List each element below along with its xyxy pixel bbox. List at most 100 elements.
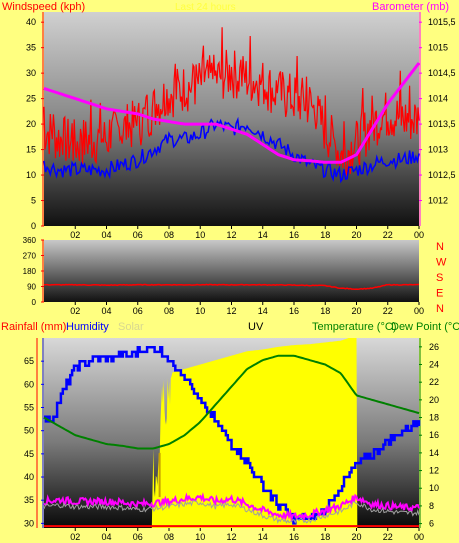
y-right-tick-label: 8 xyxy=(429,501,434,511)
panel-wind-dir-bg xyxy=(44,240,419,302)
humidity-label: Humidity xyxy=(66,321,109,333)
x-tick-label: 00 xyxy=(414,230,424,240)
series-wind-gust xyxy=(43,27,420,177)
x-tick-label: 14 xyxy=(258,306,268,316)
x-tick-label: 08 xyxy=(164,230,174,240)
y-left-tick-label: 55 xyxy=(24,403,34,413)
y-right-tick-label: 1014 xyxy=(428,94,448,104)
y-left-tick-label: 5 xyxy=(31,196,36,206)
x-tick-label: 06 xyxy=(133,306,143,316)
y-right-tick-label: 16 xyxy=(429,430,439,440)
panel-wind-baro: 02 04 06 08 10 12 14 16 18 20 22 000510152025303540… xyxy=(26,12,456,240)
series-companion xyxy=(43,500,420,524)
y-left-tick-label: 65 xyxy=(24,356,34,366)
y-right-tick-label: 12 xyxy=(429,466,439,476)
y-left-tick-label: 35 xyxy=(26,43,36,53)
x-tick-label: 08 xyxy=(164,306,174,316)
y-right-tick-label: 1012 xyxy=(428,196,448,206)
direction-label: E xyxy=(436,288,443,300)
y-tick-label: 270 xyxy=(23,252,37,261)
x-tick-label: 08 xyxy=(164,532,174,542)
y-left-tick-label: 20 xyxy=(26,119,36,129)
y-right-tick-label: 22 xyxy=(429,377,439,387)
series-humidity xyxy=(44,346,421,525)
x-tick-label: 22 xyxy=(383,532,393,542)
series-wind-average xyxy=(43,116,420,184)
x-tick-label: 10 xyxy=(195,532,205,542)
y-left-tick-label: 10 xyxy=(26,170,36,180)
x-tick-label: 04 xyxy=(101,230,111,240)
direction-label: W xyxy=(436,257,447,269)
y-tick-label: 90 xyxy=(27,283,36,292)
windspeed-label: Windspeed (kph) xyxy=(2,1,85,13)
x-tick-label: 16 xyxy=(289,532,299,542)
y-right-tick-label: 18 xyxy=(429,413,439,423)
x-tick-label: 14 xyxy=(258,532,268,542)
x-tick-label: 16 xyxy=(289,306,299,316)
x-tick-label: 20 xyxy=(351,230,361,240)
dewpoint-label: Dew Point (°C xyxy=(391,321,459,333)
y-tick-label: 0 xyxy=(32,298,37,307)
series-solar xyxy=(151,338,358,528)
temperature-label: Temperature (°C) xyxy=(312,321,396,333)
y-left-tick-label: 45 xyxy=(24,449,34,459)
y-left-tick-label: 50 xyxy=(24,426,34,436)
rainfall-label: Rainfall (mm) xyxy=(1,321,66,333)
series-barometer xyxy=(43,62,421,164)
y-right-tick-label: 14 xyxy=(429,448,439,458)
solar-label: Solar xyxy=(118,321,144,333)
panel-wind-baro-bg xyxy=(44,12,419,226)
direction-label: S xyxy=(436,272,443,284)
y-left-tick-label: 35 xyxy=(24,495,34,505)
x-tick-label: 02 xyxy=(70,306,80,316)
x-tick-label: 02 xyxy=(70,230,80,240)
x-tick-label: 18 xyxy=(320,230,330,240)
y-right-tick-label: 1013 xyxy=(428,145,448,155)
x-tick-label: 00 xyxy=(414,532,424,542)
uv-label: UV xyxy=(248,321,264,333)
x-tick-label: 10 xyxy=(195,306,205,316)
y-left-tick-label: 30 xyxy=(26,68,36,78)
x-tick-label: 00 xyxy=(414,306,424,316)
x-tick-label: 10 xyxy=(195,230,205,240)
y-left-tick-label: 15 xyxy=(26,145,36,155)
series-temperature xyxy=(43,354,420,450)
y-right-tick-label: 1015,5 xyxy=(428,17,456,27)
x-tick-label: 12 xyxy=(226,306,236,316)
y-left-tick-label: 40 xyxy=(24,472,34,482)
x-tick-label: 22 xyxy=(383,230,393,240)
x-tick-label: 12 xyxy=(226,230,236,240)
series-wind-direction xyxy=(43,283,419,291)
panel-multi: 02 04 06 08 10 12 14 16 18 20 22 00 30 35 40 45 50 55 60 65… xyxy=(24,338,439,542)
y-left-tick-label: 0 xyxy=(31,221,36,231)
direction-label: N xyxy=(436,241,444,253)
x-tick-label: 02 xyxy=(70,532,80,542)
y-right-tick-label: 1012,5 xyxy=(428,170,456,180)
x-tick-label: 06 xyxy=(133,230,143,240)
x-tick-label: 04 xyxy=(101,306,111,316)
y-right-tick-label: 10 xyxy=(429,483,439,493)
x-tick-label: 20 xyxy=(351,532,361,542)
y-left-tick-label: 40 xyxy=(26,17,36,27)
direction-label: N xyxy=(436,303,444,315)
y-right-tick-label: 20 xyxy=(429,395,439,405)
y-right-tick-label: 1015 xyxy=(428,43,448,53)
x-tick-label: 12 xyxy=(226,532,236,542)
barometer-label: Barometer (mb) xyxy=(372,1,449,13)
y-left-tick-label: 30 xyxy=(24,518,34,528)
panel-wind-dir: 02 04 06 08 10 12 14 16 18 20 22 00090180270360NWSE… xyxy=(23,236,447,316)
y-tick-label: 180 xyxy=(23,267,37,276)
y-left-tick-label: 25 xyxy=(26,94,36,104)
x-tick-label: 14 xyxy=(258,230,268,240)
x-tick-label: 22 xyxy=(383,306,393,316)
series-dew-point xyxy=(43,492,420,523)
y-right-tick-label: 26 xyxy=(429,342,439,352)
y-tick-label: 360 xyxy=(23,236,37,245)
x-tick-label: 06 xyxy=(133,532,143,542)
y-right-tick-label: 24 xyxy=(429,360,439,370)
x-tick-label: 20 xyxy=(351,306,361,316)
y-right-tick-label: 6 xyxy=(429,519,434,529)
y-right-tick-label: 1014,5 xyxy=(428,68,456,78)
y-right-tick-label: 1013,5 xyxy=(428,119,456,129)
